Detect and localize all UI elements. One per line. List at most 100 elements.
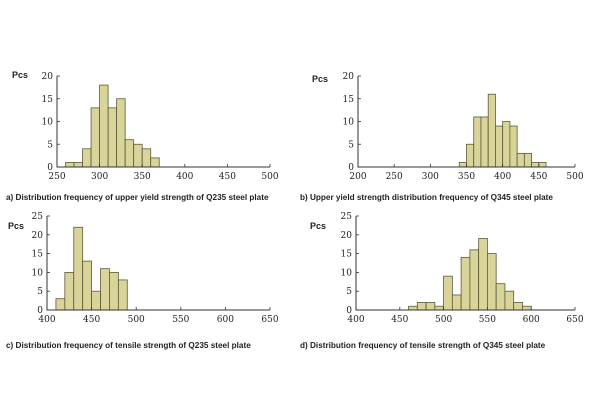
panel-caption: c) Distribution frequency of tensile str…	[6, 341, 251, 350]
y-tick-label: 25	[32, 212, 44, 222]
histogram-bar	[509, 125, 518, 168]
histogram-bar	[73, 226, 84, 311]
histogram-bar	[107, 107, 118, 168]
y-tick-label: 10	[32, 268, 44, 278]
x-tick-label: 400	[347, 315, 364, 325]
histogram-panel-1: 0 5 10 15 20 200 250 300 350 400 450 500 Pcs b) Upper…	[300, 72, 584, 202]
histogram-bar	[451, 294, 462, 311]
histogram-bar	[516, 152, 525, 168]
histogram-bar	[486, 253, 497, 311]
histogram-bar	[531, 162, 540, 168]
histogram-bar	[141, 148, 152, 168]
x-tick-label: 500	[128, 315, 145, 325]
y-tick-label: 15	[42, 95, 54, 105]
histogram-panel-2: 0 5 10 15 20 25 400 450 500 550 600 650 Pcs c) Distri…	[6, 212, 279, 350]
panel-caption: b) Upper yield strength distribution fre…	[300, 193, 553, 202]
histogram-bar	[443, 275, 453, 311]
y-tick-label: 5	[346, 287, 352, 297]
panel-caption: d) Distribution frequency of tensile str…	[300, 341, 546, 350]
y-tick-label: 20	[42, 72, 54, 82]
y-tick-label: 20	[343, 72, 355, 82]
y-tick-label: 20	[32, 231, 44, 241]
y-tick-label: 15	[32, 250, 44, 260]
histogram-bar	[466, 143, 475, 168]
panel-caption: a) Distribution frequency of upper yield…	[6, 193, 269, 202]
histogram-bar	[150, 157, 160, 168]
histogram-panel-3: 0 5 10 15 20 25 400 450 500 550 600 650 Pcs d) Distri…	[300, 212, 584, 350]
x-tick-label: 400	[176, 172, 193, 182]
histogram-bar	[504, 290, 515, 311]
histogram-bar	[100, 268, 110, 311]
x-tick-label: 500	[435, 315, 452, 325]
y-axis-label: Pcs	[312, 74, 328, 84]
x-tick-label: 450	[219, 172, 236, 182]
histogram-bar	[82, 148, 92, 168]
histogram-bar	[478, 238, 488, 311]
x-tick-label: 450	[391, 315, 408, 325]
x-tick-label: 500	[261, 172, 278, 182]
x-tick-label: 200	[349, 172, 366, 182]
histogram-bar	[522, 305, 532, 311]
y-tick-label: 5	[37, 287, 43, 297]
histogram-bar	[513, 302, 523, 311]
histogram-bar	[480, 116, 489, 168]
histogram-bar	[82, 260, 93, 311]
x-tick-label: 300	[91, 172, 108, 182]
histogram-bar	[90, 107, 101, 168]
y-tick-label: 10	[42, 118, 54, 128]
histogram-bar	[408, 305, 418, 311]
y-tick-label: 10	[343, 118, 355, 128]
histogram-bar	[117, 279, 128, 311]
x-tick-label: 600	[523, 315, 540, 325]
histogram-bar	[99, 84, 109, 168]
histogram-bar	[538, 162, 547, 168]
y-tick-label: 15	[343, 95, 355, 105]
histogram-bar	[55, 298, 66, 311]
x-tick-label: 300	[422, 172, 439, 182]
histogram-bar	[425, 302, 436, 311]
x-tick-label: 550	[479, 315, 496, 325]
x-tick-label: 450	[83, 315, 100, 325]
histogram-bar	[502, 121, 511, 168]
histogram-bar	[473, 116, 482, 168]
y-tick-label: 0	[348, 163, 354, 173]
histogram-panel-0: 0 5 10 15 20 250 300 350 400 450 500 Pcs a) Distribu…	[6, 70, 279, 202]
histogram-bar	[73, 162, 83, 168]
x-tick-label: 650	[566, 315, 583, 325]
y-axis-label: Pcs	[8, 221, 24, 231]
histogram-bar	[460, 256, 471, 311]
histogram-bar	[133, 143, 143, 168]
x-tick-label: 450	[530, 172, 547, 182]
histogram-bar	[116, 98, 126, 168]
histogram-bar	[109, 271, 119, 311]
histogram-bar	[495, 125, 504, 168]
y-axis-label: Pcs	[310, 221, 326, 231]
histogram-bar	[495, 283, 506, 311]
y-tick-label: 25	[341, 212, 353, 222]
histogram-bar	[434, 305, 444, 311]
x-tick-label: 350	[134, 172, 151, 182]
histogram-bar	[523, 152, 532, 168]
histogram-bar	[487, 93, 496, 168]
y-tick-label: 0	[37, 306, 43, 316]
histogram-bar	[469, 249, 480, 311]
y-tick-label: 0	[346, 306, 352, 316]
x-tick-label: 500	[566, 172, 583, 182]
y-tick-label: 10	[341, 268, 353, 278]
y-tick-label: 20	[341, 231, 353, 241]
y-axis-label: Pcs	[12, 70, 28, 80]
x-tick-label: 600	[217, 315, 234, 325]
y-tick-label: 0	[47, 163, 53, 173]
x-tick-label: 350	[458, 172, 475, 182]
histogram-bar	[458, 162, 467, 168]
x-tick-label: 400	[494, 172, 511, 182]
x-tick-label: 650	[261, 315, 278, 325]
histogram-bar	[65, 162, 75, 168]
y-tick-label: 15	[341, 250, 353, 260]
histogram-bar	[64, 271, 75, 311]
y-tick-label: 5	[348, 140, 354, 150]
x-tick-label: 400	[38, 315, 55, 325]
x-tick-label: 550	[172, 315, 189, 325]
y-tick-label: 5	[47, 140, 53, 150]
